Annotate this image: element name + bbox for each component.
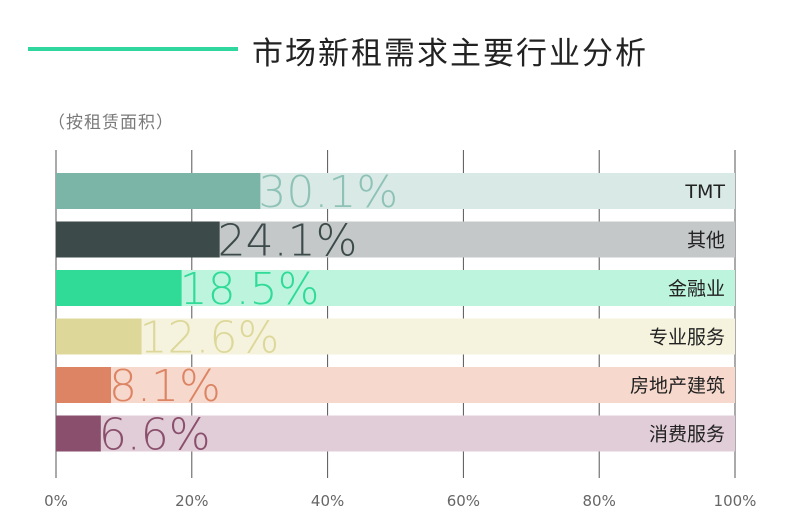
category-label: 金融业 — [668, 278, 725, 300]
bar-row: 24.1% 其他 — [56, 216, 735, 267]
data-label: 12.6% — [140, 313, 280, 364]
category-label: 专业服务 — [649, 327, 725, 349]
bar-row: 12.6% 专业服务 — [56, 313, 735, 364]
bar — [56, 415, 101, 452]
category-label: 其他 — [687, 230, 725, 252]
bar-row: 8.1% 房地产建筑 — [56, 361, 735, 412]
x-axis-ticks: 0% 20% 40% 60% 80% 100% — [44, 492, 756, 510]
title-accent-line — [28, 47, 238, 51]
x-tick-label: 80% — [583, 492, 616, 510]
category-label: 消费服务 — [649, 424, 725, 446]
bar — [56, 270, 182, 306]
data-label: 18.5% — [180, 264, 320, 315]
bar-row: 6.6% 消费服务 — [56, 410, 735, 461]
category-label: 房地产建筑 — [630, 375, 725, 397]
bar-row: 30.1% TMT — [56, 167, 735, 218]
data-label: 24.1% — [218, 216, 358, 267]
bar-track — [56, 367, 735, 403]
data-label: 6.6% — [99, 410, 211, 461]
x-tick-label: 0% — [44, 492, 68, 510]
chart-subtitle: （按租赁面积） — [48, 113, 174, 133]
chart-title: 市场新租需求主要行业分析 — [252, 36, 648, 72]
bar-row: 18.5% 金融业 — [56, 264, 735, 315]
bar — [56, 318, 142, 355]
x-tick-label: 40% — [311, 492, 344, 510]
data-label: 30.1% — [258, 167, 398, 218]
bar-track — [56, 415, 735, 452]
bar — [56, 367, 111, 403]
category-label: TMT — [684, 181, 725, 203]
bar — [56, 173, 261, 209]
x-tick-label: 100% — [714, 492, 757, 510]
data-label: 8.1% — [109, 361, 221, 412]
bar — [56, 221, 220, 258]
x-tick-label: 60% — [447, 492, 480, 510]
x-tick-label: 20% — [175, 492, 208, 510]
bar-track — [56, 318, 735, 355]
